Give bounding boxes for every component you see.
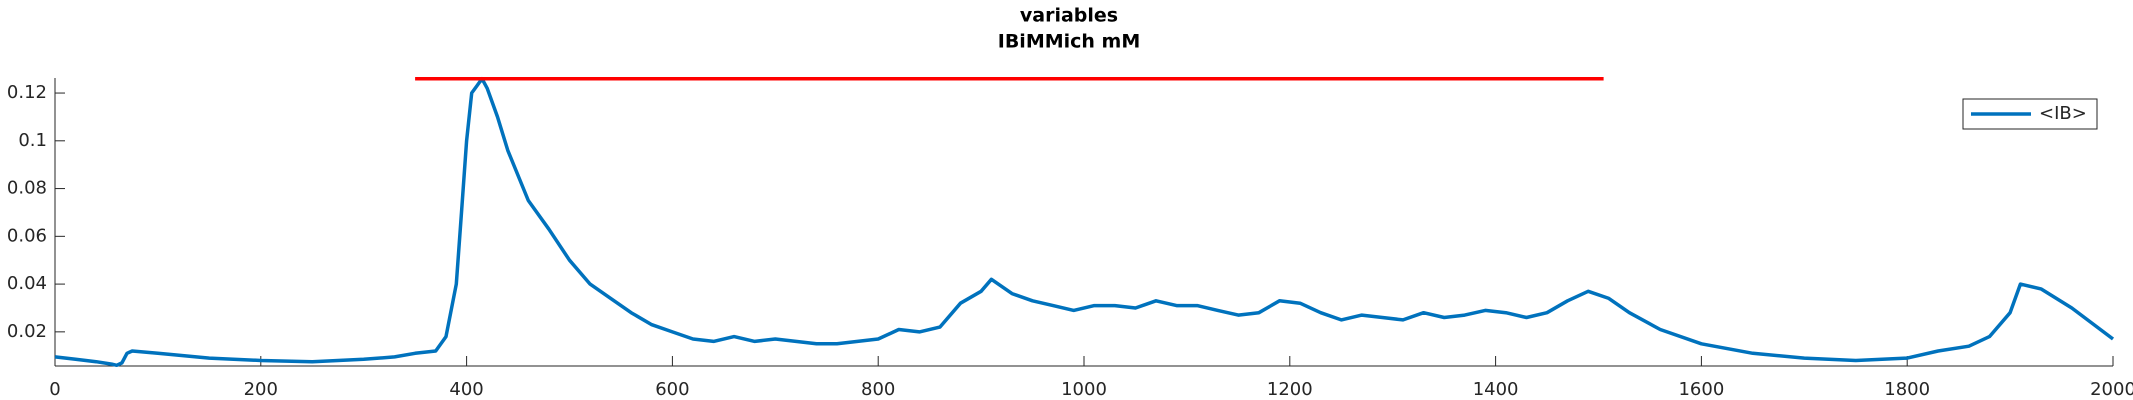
line-series [54,76,2115,368]
x-tick-label: 400 [449,379,483,400]
x-tick-label: 1400 [1473,379,1519,400]
x-tick-label: 2000 [2090,379,2133,400]
x-tick-label: 800 [861,379,895,400]
y-tick-label: 0.04 [7,273,47,294]
y-tick-label: 0.08 [7,178,47,199]
x-tick-label: 1000 [1061,379,1107,400]
chart-subtitle: IBiMMich mM [998,31,1141,53]
y-tick-label: 0.12 [7,82,47,103]
x-tick-label: 600 [655,379,689,400]
x-tick-label: 0 [49,379,60,400]
x-tick-label: 1800 [1884,379,1930,400]
x-tick-label: 200 [244,379,278,400]
y-tick-label: 0.1 [18,130,47,151]
legend-label: <IB> [2039,103,2087,124]
x-tick-label: 1200 [1267,379,1313,400]
chart-title: variables [1020,5,1118,27]
y-tick-label: 0.02 [7,321,47,342]
y-tick-label: 0.06 [7,225,47,246]
x-tick-label: 1600 [1678,379,1724,400]
